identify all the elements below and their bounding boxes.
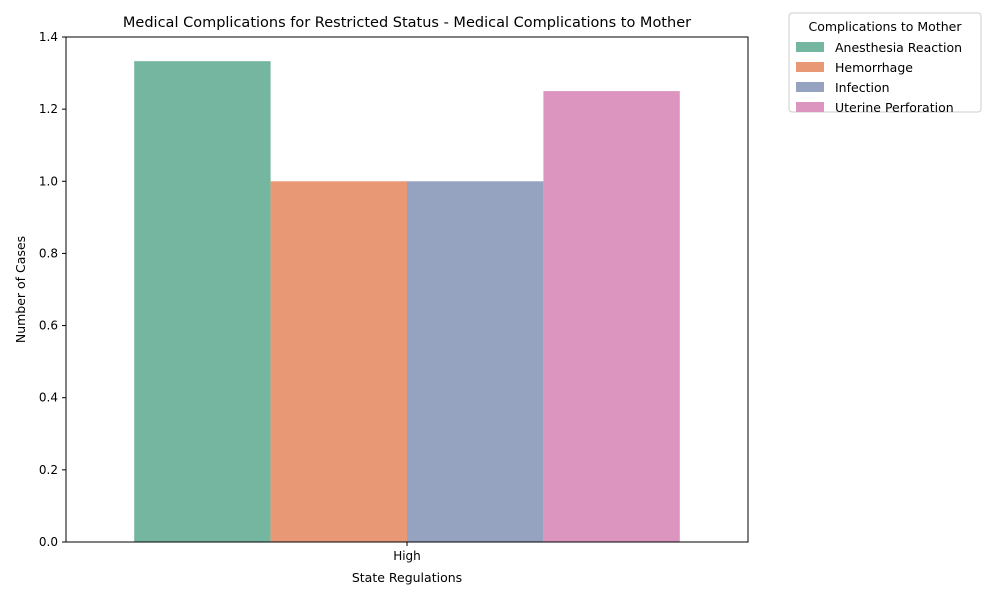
bar-uterine-perforation <box>543 91 680 542</box>
y-tick-label: 1.4 <box>39 30 58 44</box>
y-tick-label: 0.6 <box>39 319 58 333</box>
legend-label: Anesthesia Reaction <box>835 40 962 55</box>
y-tick-label: 0.4 <box>39 391 58 405</box>
y-tick-label: 1.2 <box>39 102 58 116</box>
chart-title: Medical Complications for Restricted Sta… <box>123 15 691 31</box>
x-axis-label: State Regulations <box>352 570 462 585</box>
legend-title: Complications to Mother <box>808 19 962 34</box>
bar-anesthesia-reaction <box>134 61 271 543</box>
bars-group <box>134 61 680 543</box>
y-tick-label: 0.0 <box>39 535 58 549</box>
legend-label: Hemorrhage <box>835 60 913 75</box>
y-axis-label: Number of Cases <box>13 236 28 343</box>
legend-swatch <box>796 82 824 92</box>
x-tick-label: High <box>393 549 421 563</box>
bar-infection <box>407 181 544 543</box>
legend: Complications to Mother Anesthesia React… <box>788 12 982 115</box>
legend-swatch <box>796 42 824 52</box>
legend-items: Anesthesia Reaction Hemorrhage Infection Ut… <box>796 40 962 115</box>
bar-hemorrhage <box>270 181 407 543</box>
x-axis: High <box>393 542 421 563</box>
y-tick-label: 0.8 <box>39 246 58 260</box>
y-axis: 0.0 0.2 0.4 0.6 0.8 1.0 1.2 1.4 <box>39 30 66 549</box>
legend-box <box>788 12 982 113</box>
y-tick-label: 0.2 <box>39 463 58 477</box>
y-tick-label: 1.0 <box>39 174 58 188</box>
legend-swatch <box>796 102 824 112</box>
legend-label: Infection <box>835 80 890 95</box>
legend-label: Uterine Perforation <box>835 100 954 115</box>
legend-swatch <box>796 62 824 72</box>
